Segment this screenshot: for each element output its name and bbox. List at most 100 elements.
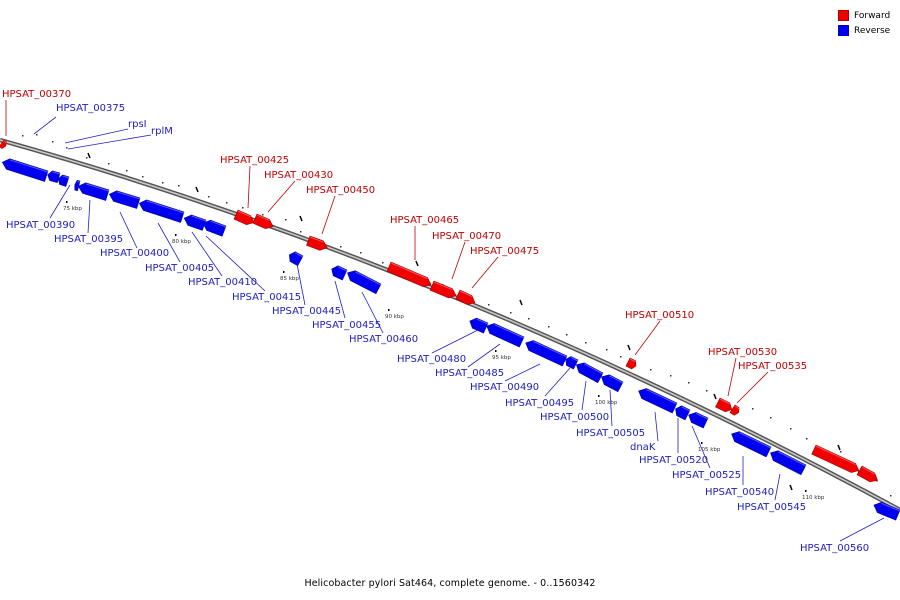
gene-label-hpsat-00425[interactable]: HPSAT_00425 (220, 155, 289, 166)
leader-line (774, 473, 781, 501)
tick-dot (22, 135, 24, 137)
reverse-gene[interactable] (74, 179, 81, 192)
tick-dot (52, 141, 54, 143)
leader-line (67, 134, 152, 150)
reverse-gene[interactable] (770, 450, 807, 476)
reverse-gene[interactable] (289, 251, 304, 267)
reverse-gene[interactable] (108, 190, 141, 209)
reverse-gene[interactable] (202, 219, 227, 237)
reverse-gene[interactable] (138, 199, 185, 223)
reverse-gene[interactable] (575, 362, 604, 384)
tick-dot (300, 231, 302, 233)
gene-label-hpsat-00505[interactable]: HPSAT_00505 (576, 428, 645, 439)
forward-gene[interactable] (306, 235, 328, 251)
gene-label-hpsat-00525[interactable]: HPSAT_00525 (672, 470, 741, 481)
gene-label-hpsat-00545[interactable]: HPSAT_00545 (737, 502, 806, 513)
forward-gene[interactable] (625, 357, 637, 370)
major-tick (299, 215, 303, 222)
gene-label-hpsat-00445[interactable]: HPSAT_00445 (272, 306, 341, 317)
reverse-gene[interactable] (1, 158, 49, 182)
reverse-gene[interactable] (688, 412, 709, 429)
reverse-gene[interactable] (601, 374, 624, 393)
forward-gene[interactable] (811, 444, 860, 473)
reverse-gene[interactable] (77, 182, 110, 201)
gene-label-hpsat-00450[interactable]: HPSAT_00450 (306, 185, 375, 196)
tick-dot (585, 342, 587, 344)
gene-label-hpsat-00510[interactable]: HPSAT_00510 (625, 310, 694, 321)
gene-label-hpsat-00375[interactable]: HPSAT_00375 (56, 103, 125, 114)
legend-forward: Forward (838, 8, 898, 23)
forward-gene[interactable] (729, 404, 740, 416)
gene-label-hpsat-00500[interactable]: HPSAT_00500 (540, 412, 609, 423)
gene-label-hpsat-00495[interactable]: HPSAT_00495 (505, 398, 574, 409)
tick-dot (752, 408, 754, 410)
scale-label: 90 kbp (385, 314, 404, 320)
gene-label-hpsat-00475[interactable]: HPSAT_00475 (470, 246, 539, 257)
gene-label-hpsat-00560[interactable]: HPSAT_00560 (800, 543, 869, 554)
gene-label-hpsat-00520[interactable]: HPSAT_00520 (639, 455, 708, 466)
reverse-gene[interactable] (486, 323, 525, 348)
gene-label-dnak[interactable]: dnaK (630, 442, 656, 453)
gene-label-hpsat-00485[interactable]: HPSAT_00485 (435, 368, 504, 379)
reverse-gene[interactable] (525, 340, 568, 367)
gene-label-hpsat-00415[interactable]: HPSAT_00415 (232, 292, 301, 303)
gene-label-rplm[interactable]: rplM (151, 126, 173, 137)
legend-forward-label: Forward (854, 10, 891, 21)
tick-dot (66, 147, 68, 149)
reverse-gene[interactable] (565, 356, 579, 370)
forward-gene[interactable] (233, 209, 255, 226)
reverse-gene[interactable] (638, 388, 678, 414)
gene-label-hpsat-00480[interactable]: HPSAT_00480 (397, 354, 466, 365)
forward-gene[interactable] (715, 397, 733, 413)
tick-dot (142, 176, 144, 178)
tick-dot (650, 369, 652, 371)
reverse-gene[interactable] (347, 270, 382, 295)
gene-label-hpsat-00390[interactable]: HPSAT_00390 (6, 220, 75, 231)
leader-line (471, 256, 499, 289)
scale-tick (598, 395, 600, 397)
tick-dot (262, 214, 264, 216)
leader-line (205, 235, 266, 292)
gene-label-hpsat-00490[interactable]: HPSAT_00490 (470, 382, 539, 393)
gene-label-hpsat-00410[interactable]: HPSAT_00410 (188, 277, 257, 288)
gene-label-hpsat-00540[interactable]: HPSAT_00540 (705, 487, 774, 498)
reverse-gene[interactable] (675, 405, 691, 421)
gene-label-hpsat-00470[interactable]: HPSAT_00470 (432, 231, 501, 242)
reverse-gene[interactable] (331, 265, 348, 281)
gene-label-hpsat-00455[interactable]: HPSAT_00455 (312, 320, 381, 331)
gene-label-hpsat-00395[interactable]: HPSAT_00395 (54, 234, 123, 245)
forward-swatch (838, 10, 849, 21)
gene-label-hpsat-00530[interactable]: HPSAT_00530 (708, 347, 777, 358)
tick-dot (670, 375, 672, 377)
forward-gene[interactable] (455, 289, 476, 305)
scale-tick (805, 490, 807, 492)
reverse-gene[interactable] (469, 317, 489, 334)
forward-gene[interactable] (429, 280, 457, 299)
leader-line (467, 343, 501, 368)
gene-label-hpsat-00430[interactable]: HPSAT_00430 (264, 170, 333, 181)
gene-label-hpsat-00370[interactable]: HPSAT_00370 (2, 89, 71, 100)
gene-label-rpsi[interactable]: rpsI (128, 119, 147, 130)
gene-label-hpsat-00405[interactable]: HPSAT_00405 (145, 263, 214, 274)
forward-gene[interactable] (252, 213, 274, 230)
reverse-gene[interactable] (873, 501, 900, 521)
tick-dot (806, 438, 808, 440)
reverse-gene[interactable] (47, 170, 61, 184)
leader-line (634, 320, 661, 356)
tick-dot (620, 356, 622, 358)
tick-dot (36, 134, 38, 136)
forward-gene[interactable] (0, 139, 8, 149)
reverse-gene[interactable] (58, 174, 70, 187)
leader-line (451, 241, 466, 280)
scale-tick (175, 234, 177, 236)
forward-gene[interactable] (856, 465, 878, 483)
tick-dot (606, 349, 608, 351)
forward-gene[interactable] (386, 261, 432, 288)
reverse-gene[interactable] (731, 431, 772, 458)
gene-label-hpsat-00460[interactable]: HPSAT_00460 (349, 334, 418, 345)
reverse-gene[interactable] (183, 214, 207, 231)
gene-label-hpsat-00400[interactable]: HPSAT_00400 (100, 248, 169, 259)
gene-label-hpsat-00465[interactable]: HPSAT_00465 (390, 215, 459, 226)
gene-label-hpsat-00535[interactable]: HPSAT_00535 (738, 361, 807, 372)
scale-tick (495, 350, 497, 352)
